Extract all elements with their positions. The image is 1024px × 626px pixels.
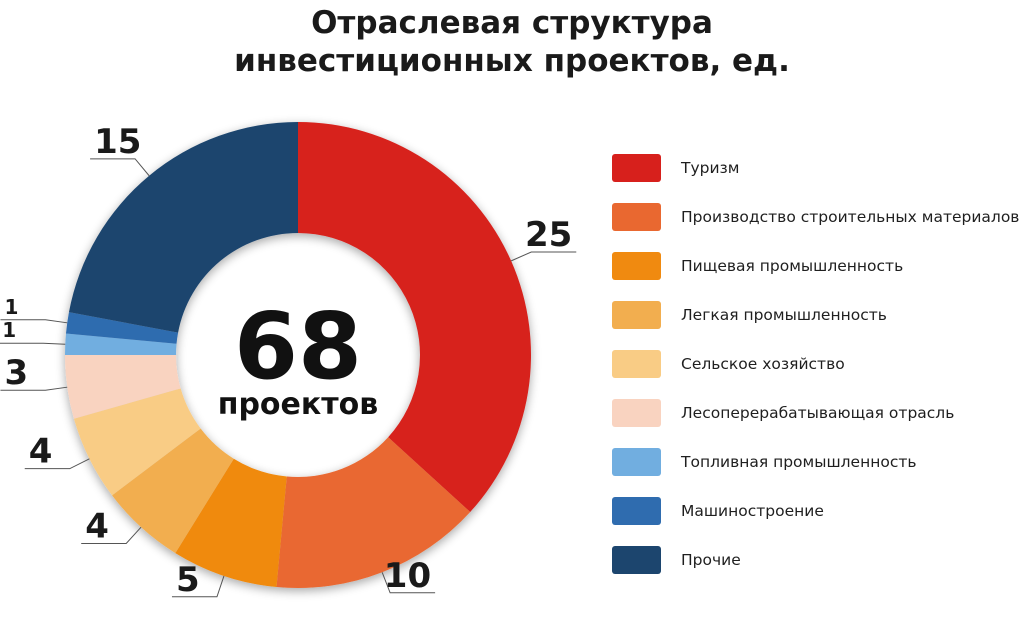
legend-item: Сельское хозяйство [612,339,1019,388]
value-label: 1 [2,318,16,342]
legend-swatch [612,300,661,329]
legend-item: Лесоперерабатывающая отрасль [612,388,1019,437]
leader-line [381,572,436,594]
chart-title-line2: инвестиционных проектов, ед. [234,43,790,79]
donut-slices [65,122,531,588]
leader-line [510,251,577,262]
legend-label: Машиностроение [681,501,824,520]
legend-label: Лесоперерабатывающая отрасль [681,403,955,422]
leader-line [171,575,225,598]
leader-line [24,458,90,470]
center-total: 68 [234,293,362,400]
donut-slice [65,355,181,419]
donut-slice [175,458,287,588]
value-label: 4 [85,506,109,546]
legend-label: Прочие [681,550,741,569]
leader-lines [0,158,577,598]
leader-line [0,386,68,391]
legend-swatch [612,496,661,525]
center-caption: проектов [218,387,379,422]
chart-title-line1: Отраслевая структура [311,5,713,41]
value-label: 4 [29,432,53,472]
legend-label: Сельское хозяйство [681,354,845,373]
value-label: 10 [384,556,431,596]
legend-label: Туризм [681,158,740,177]
legend-item: Машиностроение [612,486,1019,535]
legend-label: Пищевая промышленность [681,256,904,275]
legend-item: Легкая промышленность [612,290,1019,339]
legend-label: Топливная промышленность [681,452,917,471]
legend-label: Производство строительных материалов [681,207,1020,226]
legend-swatch [612,251,661,280]
legend-item: Туризм [612,143,1019,192]
donut-slice [65,333,177,355]
legend-label: Легкая промышленность [681,305,887,324]
value-label: 3 [4,353,28,393]
legend-item: Прочие [612,535,1019,584]
legend-swatch [612,202,661,231]
value-label: 25 [525,215,572,255]
leader-line [0,319,68,324]
leader-line [0,342,66,345]
legend-swatch [612,545,661,574]
value-label: 1 [4,295,18,319]
chart-title: Отраслевая структура инвестиционных прое… [0,4,1024,80]
donut-slice [298,122,531,512]
value-label: 5 [176,560,200,600]
donut-slice [68,122,298,333]
donut-slice [276,437,471,588]
donut-slice [112,428,234,554]
leader-line [81,526,142,544]
value-label: 15 [94,122,141,162]
legend-item: Производство строительных материалов [612,192,1019,241]
legend-item: Топливная промышленность [612,437,1019,486]
legend: Туризм Производство строительных материал… [612,143,1019,584]
legend-swatch [612,398,661,427]
leader-line [90,158,150,177]
donut-slice [65,312,179,344]
legend-swatch [612,447,661,476]
legend-swatch [612,153,661,182]
legend-swatch [612,349,661,378]
legend-item: Пищевая промышленность [612,241,1019,290]
donut-slice [73,388,201,496]
